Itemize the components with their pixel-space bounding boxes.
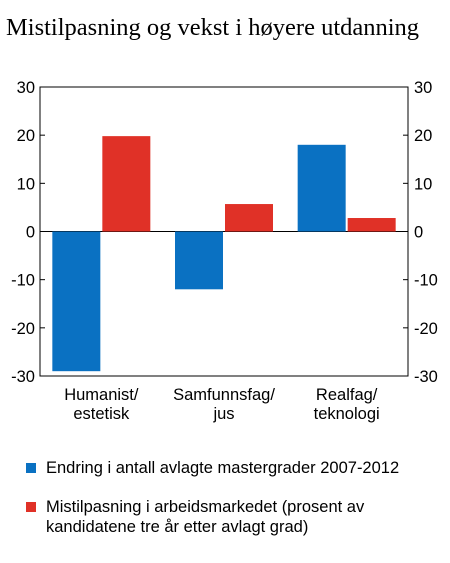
- y-tick-label-right: 30: [414, 79, 432, 97]
- y-tick-label-left: 30: [17, 79, 35, 97]
- category-label: Humanist/: [64, 386, 139, 404]
- category-label: teknologi: [314, 405, 380, 423]
- category-label: Samfunnsfag/: [173, 386, 275, 404]
- legend-item-mistilpasning: Mistilpasning i arbeidsmarkedet (prosent…: [26, 497, 441, 537]
- bar-mastergrader-2: [297, 144, 346, 232]
- legend-swatch-blue: [26, 463, 36, 473]
- y-tick-label-right: -30: [414, 368, 438, 386]
- legend-item-mastergrader: Endring i antall avlagte mastergrader 20…: [26, 458, 441, 478]
- y-tick-label-left: -20: [11, 320, 35, 338]
- y-tick-label-right: 20: [414, 127, 432, 145]
- bar-mistilpasning-1: [225, 204, 273, 232]
- chart-title: Mistilpasning og vekst i høyere utdannin…: [6, 14, 420, 41]
- category-label: jus: [212, 405, 234, 423]
- y-tick-label-right: -20: [414, 320, 438, 338]
- bar-mistilpasning-0: [102, 136, 151, 232]
- bar-mastergrader-0: [52, 231, 101, 372]
- y-tick-label-right: -10: [414, 272, 438, 290]
- y-tick-label-right: 10: [414, 175, 432, 193]
- y-tick-label-left: -30: [11, 368, 35, 386]
- y-tick-label-left: -10: [11, 272, 35, 290]
- bar-mastergrader-1: [175, 231, 223, 290]
- category-label: Realfag/: [316, 386, 378, 404]
- legend-label-mistilpasning: Mistilpasning i arbeidsmarkedet (prosent…: [46, 498, 365, 536]
- y-tick-label-left: 20: [17, 127, 35, 145]
- legend-label-mastergrader: Endring i antall avlagte mastergrader 20…: [46, 459, 400, 477]
- legend: Endring i antall avlagte mastergrader 20…: [26, 458, 441, 556]
- legend-swatch-red: [26, 502, 36, 512]
- y-tick-label-right: 0: [414, 224, 423, 242]
- y-tick-label-left: 10: [17, 175, 35, 193]
- bar-mistilpasning-2: [347, 218, 396, 232]
- y-tick-label-left: 0: [26, 224, 35, 242]
- category-label: estetisk: [73, 405, 130, 423]
